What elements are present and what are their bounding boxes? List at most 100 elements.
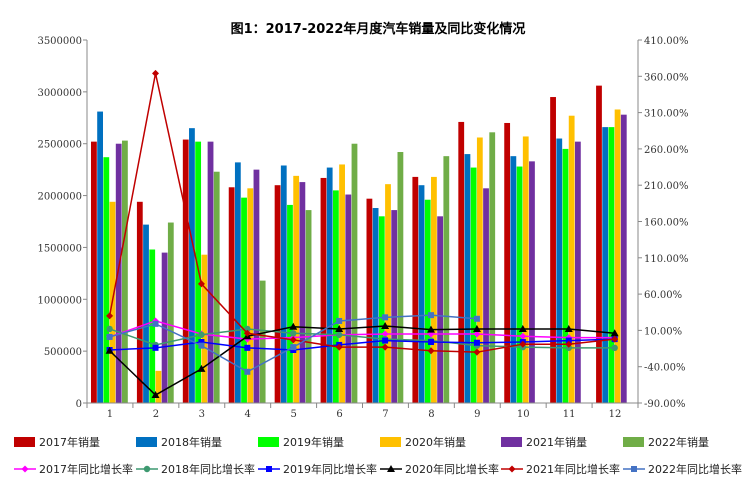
legend-marker-2021年同比增长率 (508, 465, 516, 473)
bar-2019年销量-1 (103, 157, 110, 403)
bar-2021年销量-11 (574, 141, 581, 403)
bar-2017年销量-1 (91, 141, 97, 403)
lines-layer (105, 69, 619, 399)
bar-2021年销量-7 (391, 210, 398, 403)
point-2022年同比增长率 (428, 312, 435, 319)
x-tick-label: 4 (245, 409, 251, 420)
bar-2017年销量-6 (320, 177, 327, 403)
point-2020年同比增长率 (427, 325, 436, 333)
left-tick-label: 1000000 (37, 295, 82, 306)
x-tick-label: 7 (382, 409, 388, 420)
left-tick-label: 2500000 (37, 140, 82, 151)
bar-2020年销量-12 (614, 109, 621, 403)
bar-2022年销量-3 (213, 171, 220, 403)
bar-2017年销量-7 (366, 198, 373, 403)
x-tick-label: 3 (199, 409, 205, 420)
bar-2019年销量-10 (516, 166, 523, 403)
point-2020年同比增长率 (289, 322, 298, 330)
point-2022年同比增长率 (290, 344, 297, 351)
bar-2019年销量-7 (378, 216, 385, 403)
right-tick-label: 10.00% (644, 326, 682, 337)
point-2021年同比增长率 (335, 343, 343, 351)
bar-2022年销量-4 (259, 280, 266, 403)
point-2020年同比增长率 (105, 346, 114, 354)
point-2019年同比增长率 (382, 337, 389, 344)
x-tick-label: 8 (428, 409, 434, 420)
bar-2021年销量-12 (620, 114, 627, 403)
x-tick-label: 2 (153, 409, 159, 420)
legend-marker-2017年同比增长率 (21, 465, 29, 473)
point-2019年同比增长率 (152, 344, 159, 351)
point-2022年同比增长率 (382, 314, 389, 321)
point-2020年同比增长率 (381, 322, 390, 330)
bar-2021年销量-5 (299, 182, 306, 403)
bar-2018年销量-9 (464, 154, 471, 403)
point-2022年同比增长率 (336, 317, 343, 324)
left-tick-label: 0 (76, 399, 82, 410)
point-2021年同比增长率 (611, 335, 619, 343)
bar-2020年销量-2 (155, 370, 162, 403)
bar-2017年销量-11 (550, 97, 556, 404)
point-2017年同比增长率 (381, 330, 389, 338)
point-2022年同比增长率 (152, 320, 159, 327)
point-2021年同比增长率 (152, 69, 160, 77)
bar-2020年销量-9 (476, 137, 483, 403)
point-2022年同比增长率 (473, 315, 480, 322)
legend-label: 2020年销量 (405, 435, 466, 449)
x-tick-label: 6 (336, 409, 342, 420)
legend-label: 2019年同比增长率 (283, 462, 377, 476)
left-tick-label: 3500000 (37, 36, 82, 47)
bar-2018年销量-6 (326, 167, 333, 403)
point-2017年同比增长率 (473, 330, 481, 338)
bar-2022年销量-2 (167, 222, 174, 403)
bar-2017年销量-3 (182, 139, 189, 403)
right-tick-label: 210.00% (644, 181, 689, 192)
bar-2017年销量-9 (458, 121, 465, 403)
legend-label: 2019年销量 (283, 435, 344, 449)
bar-2017年销量-2 (136, 201, 143, 403)
point-2021年同比增长率 (243, 329, 251, 337)
bar-2022年销量-8 (443, 156, 450, 403)
bar-2018年销量-5 (280, 165, 287, 403)
legend-swatch-2022年销量 (623, 437, 644, 447)
right-tick-label: 160.00% (644, 218, 689, 229)
bar-2019年销量-12 (608, 127, 615, 404)
point-2020年同比增长率 (151, 391, 160, 399)
point-2018年同比增长率 (611, 344, 618, 352)
line-2017年同比增长率 (109, 320, 615, 340)
point-2021年同比增长率 (197, 280, 205, 288)
legend-label: 2022年同比增长率 (648, 462, 742, 476)
bar-2018年销量-4 (234, 162, 241, 403)
line-2019年同比增长率 (109, 338, 615, 351)
bar-2018年销量-12 (602, 127, 609, 404)
point-2021年同比增长率 (473, 348, 481, 356)
point-2020年同比增长率 (335, 324, 344, 332)
bar-2019年销量-8 (424, 199, 431, 403)
right-tick-label: 260.00% (644, 145, 689, 156)
bar-2020年销量-3 (201, 254, 208, 403)
legend-marker-2019年同比增长率 (266, 466, 272, 472)
point-2020年同比增长率 (472, 324, 481, 332)
point-2018年同比增长率 (335, 331, 343, 338)
x-tick-label: 1 (107, 409, 113, 420)
point-2021年同比增长率 (519, 340, 527, 348)
bar-2020年销量-7 (385, 184, 391, 403)
point-2021年同比增长率 (565, 340, 573, 348)
point-2022年同比增长率 (106, 333, 113, 340)
bar-2021年销量-4 (253, 169, 260, 403)
bar-2020年销量-11 (568, 115, 575, 403)
bar-2019年销量-6 (332, 190, 339, 403)
legend-marker-2018年同比增长率 (143, 465, 151, 473)
x-tick-label: 11 (563, 409, 576, 420)
bar-2022年销量-9 (489, 132, 496, 403)
right-tick-label: 60.00% (644, 290, 682, 301)
point-2018年同比增长率 (106, 325, 113, 333)
point-2017年同比增长率 (519, 332, 527, 340)
line-2018年同比增长率 (109, 328, 615, 349)
point-2018年同比增长率 (565, 344, 572, 352)
right-tick-label: 410.00% (644, 36, 689, 47)
bar-2018年销量-11 (556, 138, 563, 403)
line-2020年同比增长率 (109, 325, 615, 396)
right-tick-label: 110.00% (644, 254, 689, 265)
bar-2018年销量-8 (418, 185, 425, 403)
